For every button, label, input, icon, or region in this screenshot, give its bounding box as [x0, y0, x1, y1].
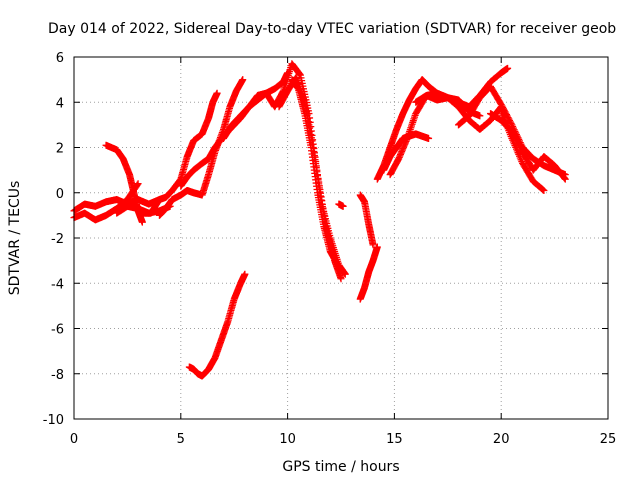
series-arc-k	[185, 270, 249, 380]
series-arc-n	[356, 243, 381, 303]
y-tick-label: -2	[51, 232, 64, 247]
chart-title: Day 014 of 2022, Sidereal Day-to-day VTE…	[48, 21, 616, 37]
series-arc-b	[70, 180, 142, 224]
data-point	[339, 202, 347, 210]
y-tick-label: 0	[56, 187, 64, 202]
data-point	[369, 241, 377, 249]
data-point	[561, 175, 569, 183]
data-point	[239, 76, 247, 84]
y-tick-label: 4	[56, 96, 64, 111]
x-tick-label: 15	[386, 432, 403, 447]
x-tick-label: 0	[70, 432, 78, 447]
y-tick-label: 2	[56, 142, 64, 157]
series-arc-u	[497, 107, 548, 194]
data-point	[333, 259, 341, 267]
data-point	[373, 243, 381, 251]
data-point	[425, 134, 433, 142]
data-point	[134, 180, 142, 188]
x-tick-label: 20	[493, 432, 510, 447]
y-tick-label: 6	[56, 51, 64, 66]
series-arc-e	[134, 89, 221, 217]
series-arc-f	[155, 76, 247, 219]
data-point	[337, 275, 345, 283]
series-arc-l	[335, 200, 347, 210]
x-tick-label: 10	[279, 432, 296, 447]
data-point	[561, 174, 569, 182]
data-points	[70, 60, 569, 380]
y-axis-label: SDTVAR / TECUs	[7, 181, 23, 296]
y-tick-label: -8	[51, 368, 64, 383]
data-point	[213, 89, 221, 97]
x-tick-label: 5	[177, 432, 185, 447]
data-point	[138, 218, 146, 226]
axis-ticks: 0 5 10 15 20 25 -10 -8 -6 -4 -2 0 2 4 6	[43, 51, 617, 447]
data-point	[341, 270, 349, 278]
y-tick-label: -4	[51, 277, 64, 292]
data-point	[476, 112, 484, 120]
y-tick-label: -6	[51, 323, 64, 338]
x-axis-label: GPS time / hours	[282, 459, 399, 475]
y-tick-label: -10	[43, 413, 64, 428]
data-point	[241, 270, 249, 278]
series-arc-m	[356, 191, 377, 249]
data-point	[504, 64, 512, 72]
series-arc-j	[288, 76, 341, 267]
x-tick-label: 25	[600, 432, 617, 447]
data-point	[540, 186, 548, 194]
